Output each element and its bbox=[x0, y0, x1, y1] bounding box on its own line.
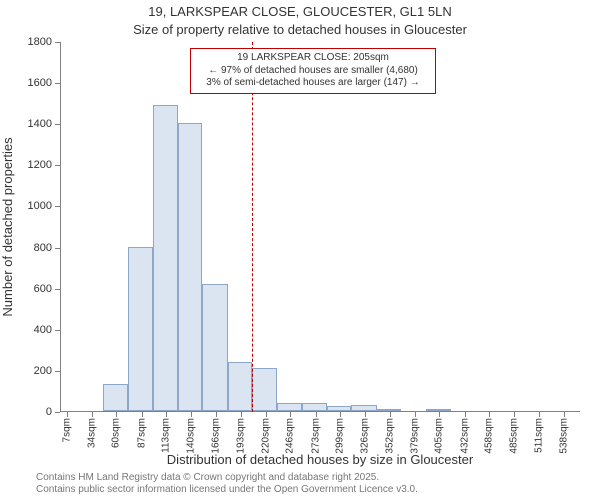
x-tick-label: 246sqm bbox=[285, 418, 296, 454]
y-tick-label: 400 bbox=[34, 324, 52, 336]
histogram-bar bbox=[178, 123, 202, 411]
y-tick bbox=[55, 124, 60, 125]
annotation-line: 19 LARKSPEAR CLOSE: 205sqm bbox=[197, 52, 429, 65]
histogram-bar bbox=[302, 403, 327, 411]
histogram-bar bbox=[351, 405, 376, 411]
histogram-bar bbox=[327, 406, 351, 411]
x-tick-label: 113sqm bbox=[160, 418, 171, 453]
y-tick-label: 1200 bbox=[28, 159, 52, 171]
x-tick-label: 432sqm bbox=[459, 418, 470, 454]
histogram-bar bbox=[128, 247, 152, 411]
y-tick-label: 1400 bbox=[28, 118, 52, 130]
x-axis-line bbox=[60, 411, 580, 412]
marker-line bbox=[252, 42, 253, 412]
attribution-line-2: Contains public sector information licen… bbox=[36, 484, 418, 496]
x-tick bbox=[365, 412, 366, 417]
annotation-line: ← 97% of detached houses are smaller (4,… bbox=[197, 65, 429, 78]
y-tick bbox=[55, 42, 60, 43]
annotation-line: 3% of semi-detached houses are larger (1… bbox=[197, 77, 429, 90]
x-tick-label: 379sqm bbox=[410, 418, 421, 454]
y-tick-label: 600 bbox=[34, 283, 52, 295]
title-line-1: 19, LARKSPEAR CLOSE, GLOUCESTER, GL1 5LN bbox=[0, 4, 600, 19]
y-tick-label: 1000 bbox=[28, 200, 52, 212]
histogram-plot: 0200400600800100012001400160018007sqm34s… bbox=[60, 42, 580, 412]
x-tick bbox=[116, 412, 117, 417]
x-tick-label: 511sqm bbox=[533, 418, 544, 453]
x-tick bbox=[142, 412, 143, 417]
x-tick bbox=[439, 412, 440, 417]
x-tick-label: 220sqm bbox=[261, 418, 272, 454]
x-tick bbox=[564, 412, 565, 417]
x-tick bbox=[514, 412, 515, 417]
x-tick-label: 458sqm bbox=[484, 418, 495, 454]
histogram-bar bbox=[277, 403, 301, 411]
x-tick bbox=[191, 412, 192, 417]
x-tick-label: 87sqm bbox=[136, 418, 147, 448]
y-tick bbox=[55, 206, 60, 207]
x-tick bbox=[166, 412, 167, 417]
x-tick-label: 538sqm bbox=[559, 418, 570, 454]
histogram-bar bbox=[377, 409, 401, 411]
y-tick bbox=[55, 412, 60, 413]
histogram-bar bbox=[252, 368, 277, 411]
x-tick bbox=[415, 412, 416, 417]
histogram-bar bbox=[228, 362, 252, 411]
x-tick-label: 273sqm bbox=[310, 418, 321, 454]
x-tick bbox=[539, 412, 540, 417]
y-tick bbox=[55, 248, 60, 249]
x-tick-label: 60sqm bbox=[111, 418, 122, 448]
y-tick bbox=[55, 83, 60, 84]
x-tick bbox=[390, 412, 391, 417]
annotation-box: 19 LARKSPEAR CLOSE: 205sqm← 97% of detac… bbox=[190, 48, 436, 94]
y-tick-label: 200 bbox=[34, 365, 52, 377]
x-tick bbox=[241, 412, 242, 417]
y-tick-label: 1800 bbox=[28, 36, 52, 48]
y-tick-label: 800 bbox=[34, 242, 52, 254]
x-tick bbox=[465, 412, 466, 417]
x-tick-label: 193sqm bbox=[235, 418, 246, 454]
y-axis-label: Number of detached properties bbox=[0, 42, 18, 412]
attribution-text: Contains HM Land Registry data © Crown c… bbox=[36, 472, 418, 495]
y-tick-label: 1600 bbox=[28, 77, 52, 89]
x-tick bbox=[316, 412, 317, 417]
x-tick-label: 326sqm bbox=[360, 418, 371, 454]
y-tick bbox=[55, 165, 60, 166]
y-tick bbox=[55, 371, 60, 372]
x-axis-label: Distribution of detached houses by size … bbox=[60, 452, 580, 467]
x-tick-label: 299sqm bbox=[335, 418, 346, 454]
x-tick bbox=[266, 412, 267, 417]
x-tick bbox=[290, 412, 291, 417]
x-tick bbox=[92, 412, 93, 417]
histogram-bar bbox=[426, 409, 450, 411]
x-tick-label: 34sqm bbox=[86, 418, 97, 448]
y-tick bbox=[55, 289, 60, 290]
figure-container: 19, LARKSPEAR CLOSE, GLOUCESTER, GL1 5LN… bbox=[0, 0, 600, 500]
x-tick-label: 352sqm bbox=[384, 418, 395, 454]
x-tick-label: 485sqm bbox=[509, 418, 520, 454]
x-tick-label: 7sqm bbox=[61, 418, 72, 442]
histogram-bar bbox=[202, 284, 227, 411]
title-line-2: Size of property relative to detached ho… bbox=[0, 22, 600, 37]
attribution-line-1: Contains HM Land Registry data © Crown c… bbox=[36, 472, 418, 484]
histogram-bar bbox=[103, 384, 128, 411]
histogram-bar bbox=[153, 105, 178, 411]
y-tick-label: 0 bbox=[46, 406, 52, 418]
x-tick bbox=[67, 412, 68, 417]
y-axis-line bbox=[60, 42, 61, 412]
y-tick bbox=[55, 330, 60, 331]
x-tick-label: 140sqm bbox=[186, 418, 197, 454]
x-tick bbox=[489, 412, 490, 417]
x-tick bbox=[340, 412, 341, 417]
x-tick bbox=[216, 412, 217, 417]
x-tick-label: 405sqm bbox=[434, 418, 445, 454]
x-tick-label: 166sqm bbox=[210, 418, 221, 454]
